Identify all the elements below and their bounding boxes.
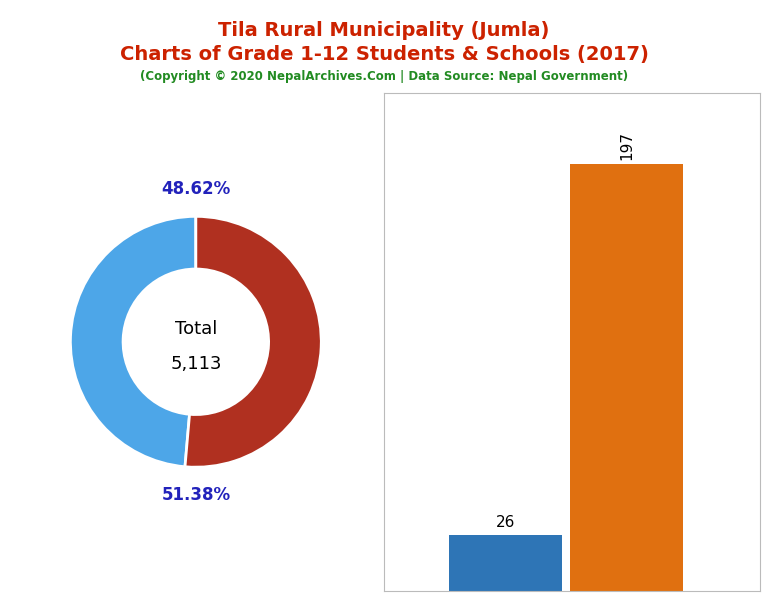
Bar [570,164,684,591]
Text: Charts of Grade 1-12 Students & Schools (2017): Charts of Grade 1-12 Students & Schools … [120,45,648,64]
Text: 197: 197 [619,131,634,160]
Text: 5,113: 5,113 [170,355,222,373]
Text: 51.38%: 51.38% [161,486,230,504]
Text: 48.62%: 48.62% [161,180,230,198]
Wedge shape [185,216,321,467]
Text: Total: Total [174,320,217,338]
Text: 26: 26 [495,515,515,530]
Text: Tila Rural Municipality (Jumla): Tila Rural Municipality (Jumla) [218,21,550,40]
Bar [449,535,562,591]
Wedge shape [71,216,196,467]
Text: (Copyright © 2020 NepalArchives.Com | Data Source: Nepal Government): (Copyright © 2020 NepalArchives.Com | Da… [140,70,628,84]
